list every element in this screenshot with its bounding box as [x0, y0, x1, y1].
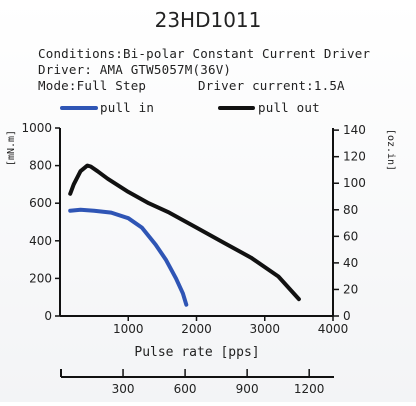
y-right-unit-label: [oz.in]	[385, 129, 396, 171]
pull-out-curve	[68, 163, 301, 302]
legend-pull-in-label: pull in	[100, 100, 154, 115]
pull-in-curve	[68, 207, 189, 307]
y-right-tick-label: 0	[343, 309, 351, 323]
x-tick-label: 1000	[113, 322, 144, 336]
y-left-tick-label: 400	[29, 234, 52, 248]
secondary-x-tick-label: 900	[236, 382, 259, 396]
driver-current-label: Driver current:1.5A	[198, 78, 345, 93]
y-left-unit-label: [mN.m]	[6, 130, 17, 166]
y-left-tick-label: 0	[44, 309, 52, 323]
y-right-tick-label: 120	[343, 150, 366, 164]
conditions-line-3: Mode:Full Step	[38, 78, 146, 93]
y-right-tick-label: 100	[343, 176, 366, 190]
x-tick-label: 4000	[318, 322, 349, 336]
y-right-tick-label: 40	[343, 256, 358, 270]
axes-layer: 0 200 400 600 800 1000 0 20 40 60 80 100 120 140 1000 2…	[21, 121, 365, 396]
series-layer	[68, 163, 301, 307]
secondary-x-tick-label: 1200	[294, 382, 325, 396]
y-left-tick-label: 600	[29, 196, 52, 210]
y-right-tick-label: 140	[343, 123, 366, 137]
x-tick-label: 2000	[181, 322, 212, 336]
chart-title: 23HD1011	[155, 8, 262, 32]
y-left-tick-label: 200	[29, 271, 52, 285]
conditions-line-2: Driver: AMA GTW5057M(36V)	[38, 62, 231, 77]
y-right-tick-label: 20	[343, 282, 358, 296]
y-right-tick-label: 80	[343, 203, 358, 217]
y-right-tick-label: 60	[343, 229, 358, 243]
x-axis-title: Pulse rate [pps]	[134, 345, 259, 360]
secondary-x-tick-label: 600	[174, 382, 197, 396]
conditions-line-1: Conditions:Bi-polar Constant Current Dri…	[38, 46, 370, 61]
legend-pull-out-label: pull out	[258, 100, 320, 115]
secondary-x-tick-label: 300	[112, 382, 135, 396]
y-left-tick-label: 1000	[21, 121, 52, 135]
y-left-tick-label: 800	[29, 159, 52, 173]
x-tick-label: 3000	[249, 322, 280, 336]
